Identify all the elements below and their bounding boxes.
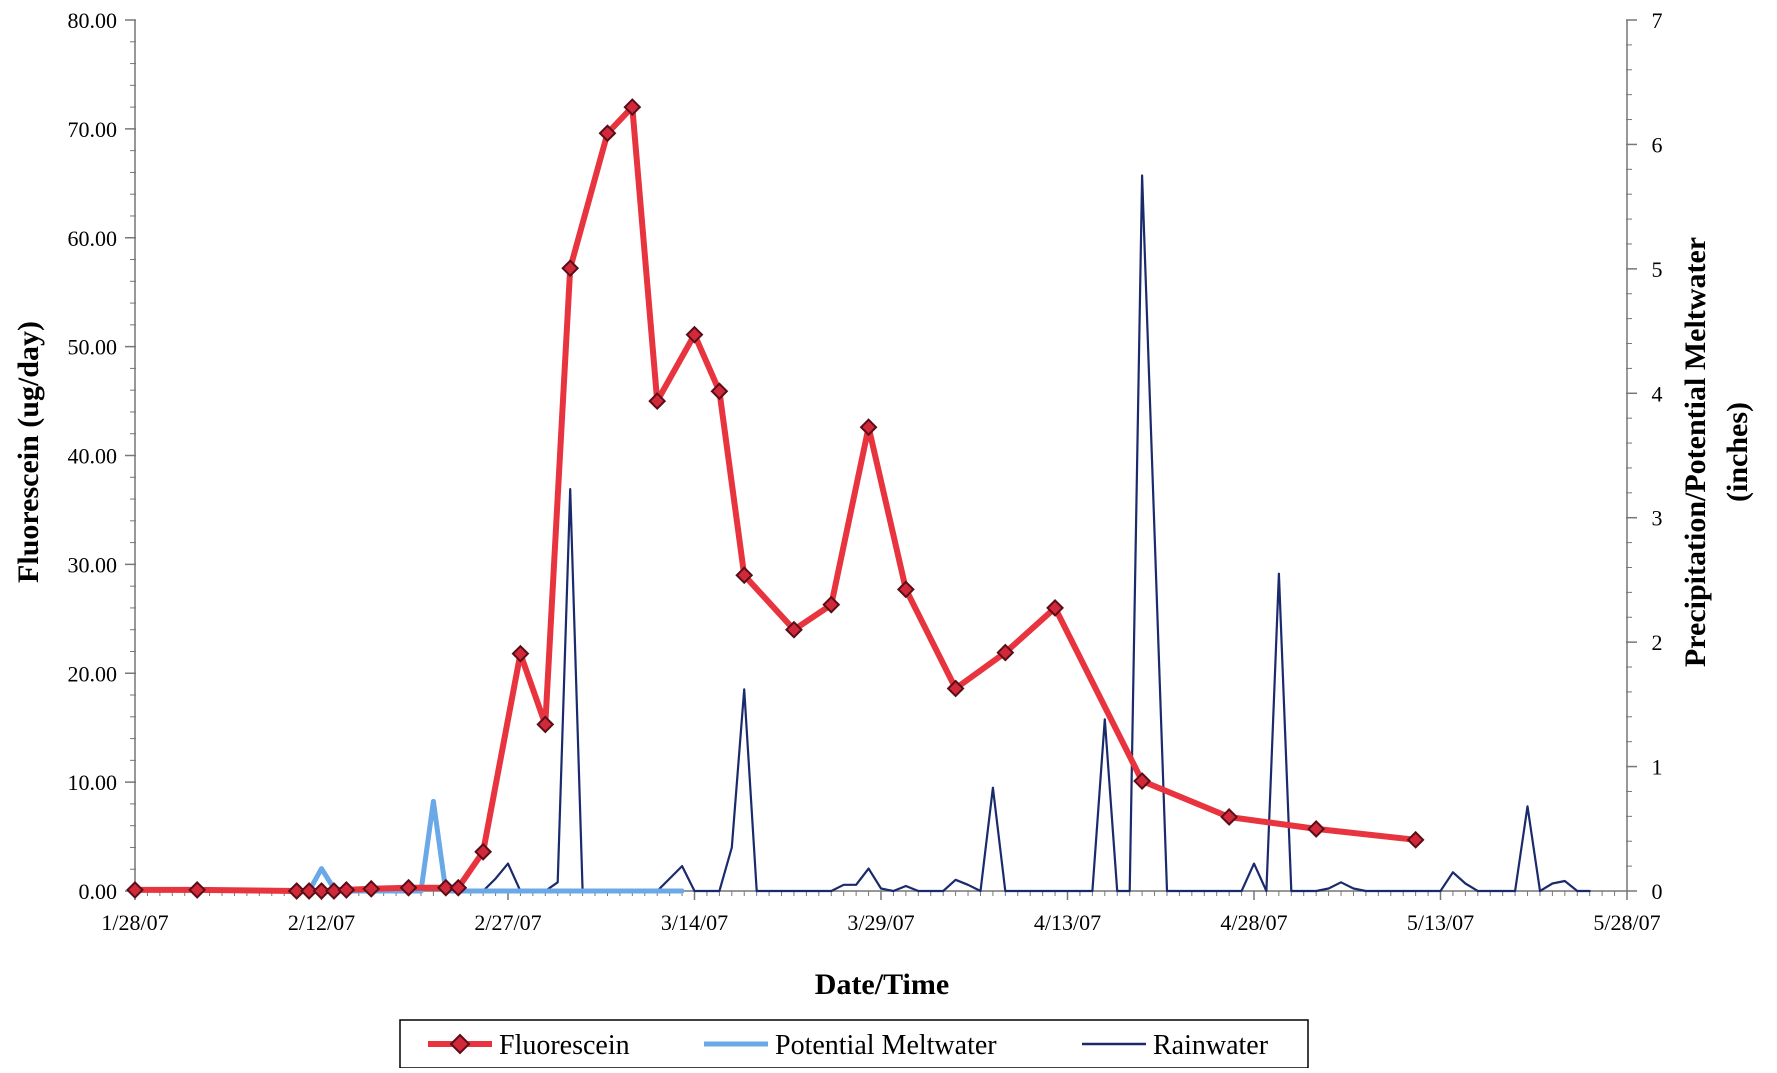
data-point-fluorescein [287,882,306,900]
x-tick-label: 4/13/07 [1034,910,1101,935]
data-point-fluorescein [1220,808,1239,826]
data-point-fluorescein [300,882,318,900]
right-y-tick-label: 3 [1652,506,1663,531]
series-fluorescein [126,98,1425,900]
left-y-tick-label: 0.00 [79,879,118,904]
data-point-fluorescein [1046,599,1064,617]
data-point-fluorescein [362,879,381,898]
series-line-fluorescein [132,104,1419,894]
data-point-fluorescein [1307,820,1326,838]
data-point-fluorescein [735,566,754,585]
data-point-fluorescein [511,644,530,663]
legend-label-rainwater: Rainwater [1153,1030,1269,1061]
right-y-axis-title-line-1: Precipitation/Potential Meltwater [1679,237,1712,667]
x-tick-label: 3/29/07 [847,910,914,935]
x-tick-label: 4/28/07 [1220,910,1287,935]
x-tick-label: 1/28/07 [101,910,168,935]
data-point-fluorescein [536,715,555,734]
right-y-tick-label: 7 [1652,8,1663,33]
x-axis-title: Date/Time [815,968,949,1001]
data-point-fluorescein [188,880,207,899]
series-rainwater [444,174,1591,893]
data-point-fluorescein [598,124,617,143]
left-y-tick-label: 30.00 [68,552,118,577]
x-tick-label: 5/28/07 [1593,910,1660,935]
legend-item-rainwater: Rainwater [1082,1030,1269,1061]
series-line-rainwater [444,174,1591,893]
data-point-fluorescein [312,882,331,900]
x-tick-label: 5/13/07 [1407,910,1474,935]
data-point-fluorescein [474,842,493,861]
left-y-tick-label: 80.00 [68,8,118,33]
data-point-fluorescein [623,98,642,117]
legend-box [399,1019,1309,1069]
data-point-fluorescein [436,878,455,897]
data-point-fluorescein [946,679,965,698]
data-point-fluorescein [685,325,704,344]
x-tick-label: 2/27/07 [474,910,541,935]
x-tick-label: 2/12/07 [288,910,355,935]
data-point-fluorescein [996,643,1015,662]
legend-label-fluorescein: Fluorescein [499,1030,630,1061]
left-y-tick-label: 20.00 [68,661,118,686]
legend-marker-fluorescein [449,1033,471,1055]
data-point-fluorescein [859,418,878,437]
data-point-fluorescein [896,580,915,599]
data-point-fluorescein [1133,772,1152,790]
legend-item-potential-meltwater: Potential Meltwater [704,1030,997,1061]
legend-item-fluorescein: Fluorescein [428,1030,630,1061]
left-y-tick-label: 40.00 [68,444,118,469]
left-y-axis-title: Fluorescein (ug/day) [12,321,45,583]
data-point-fluorescein [449,878,468,897]
right-y-tick-label: 0 [1652,879,1663,904]
right-y-tick-label: 4 [1652,381,1663,406]
left-y-tick-label: 70.00 [68,117,118,142]
data-point-fluorescein [710,382,729,401]
legend-label-potential-meltwater: Potential Meltwater [775,1030,997,1061]
data-point-fluorescein [561,259,580,278]
data-point-fluorescein [822,595,841,614]
right-y-axis-title-line-2: (inches) [1721,402,1754,502]
data-point-fluorescein [337,880,356,899]
data-point-fluorescein [1406,830,1425,849]
right-y-tick-label: 6 [1652,132,1663,157]
data-point-fluorescein [648,392,667,410]
x-tick-label: 3/14/07 [661,910,728,935]
right-y-tick-label: 2 [1652,630,1663,655]
right-y-tick-label: 5 [1652,257,1663,282]
right-y-tick-label: 1 [1652,755,1663,780]
left-y-tick-label: 50.00 [68,335,118,360]
legend: Fluorescein Potential Meltwater Rainwate… [399,1019,1309,1069]
left-y-tick-label: 10.00 [68,770,118,795]
data-point-fluorescein [785,620,803,639]
left-y-tick-label: 60.00 [68,226,118,251]
data-point-fluorescein [399,878,418,897]
data-point-fluorescein [126,880,144,899]
axes: 0.00 10.00 20.00 30.00 40.00 50.00 60.00 70.00 8… [68,8,1663,935]
series-layer [126,98,1591,900]
